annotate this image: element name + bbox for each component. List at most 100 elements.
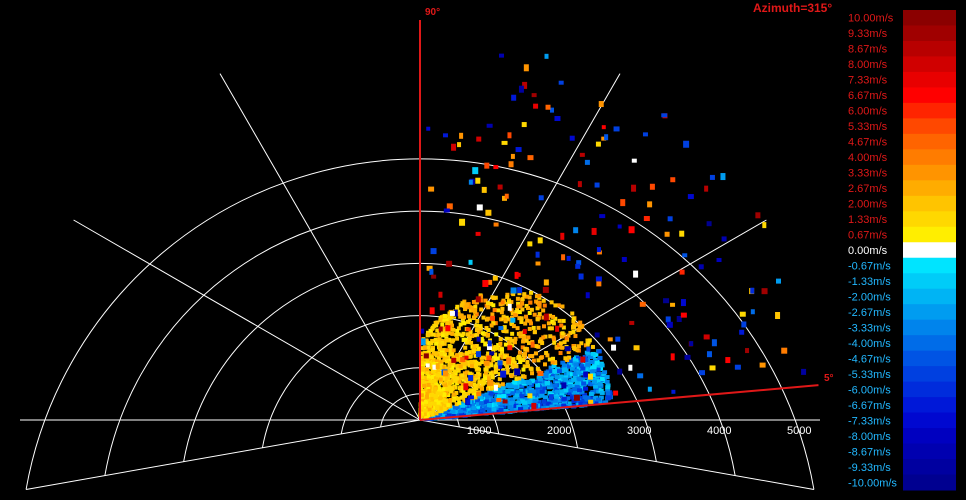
echo-cell [514, 368, 521, 376]
echo-cell [471, 406, 477, 411]
echo-cell [445, 359, 450, 364]
echo-cell [550, 107, 555, 113]
echo-cell [605, 391, 611, 396]
echo-cell [515, 390, 521, 395]
echo-cell [454, 307, 459, 312]
colorbar-label: -6.67m/s [848, 400, 891, 412]
echo-cell [679, 230, 685, 237]
colorbar-label: 4.67m/s [848, 137, 888, 149]
echo-cell [431, 351, 436, 356]
echo-cell [497, 184, 503, 190]
echo-cell [566, 371, 572, 376]
echo-cell [585, 341, 590, 346]
echo-cell [507, 345, 513, 351]
echo-cell [518, 407, 524, 412]
elevation-max-label: 90° [425, 7, 440, 18]
echo-cell [547, 357, 552, 362]
echo-cell [437, 409, 442, 414]
echo-cell [558, 341, 563, 346]
echo-cell [472, 378, 477, 383]
echo-cell [463, 361, 468, 366]
echo-cell [443, 370, 449, 377]
echo-cell [502, 325, 507, 330]
echo-cell [517, 316, 522, 321]
echo-cell [475, 177, 481, 184]
echo-cell [536, 358, 541, 363]
echo-cell [497, 389, 503, 394]
echo-cell [598, 388, 604, 393]
echo-cell [592, 358, 598, 363]
echo-cell [541, 335, 546, 340]
echo-cell [517, 287, 523, 294]
echo-cell [527, 295, 532, 300]
echo-cell [666, 321, 673, 328]
echo-cell [489, 323, 494, 328]
echo-cell [483, 406, 489, 411]
echo-cell [436, 368, 441, 373]
echo-cell [633, 345, 640, 351]
colorbar-label: 2.00m/s [848, 199, 888, 211]
colorbar-swatch [903, 304, 956, 321]
echo-cell [524, 338, 529, 343]
echo-cell [543, 362, 548, 367]
echo-cell [434, 411, 439, 416]
echo-cell [500, 300, 505, 305]
echo-cell [734, 364, 741, 370]
echo-cell [460, 385, 465, 390]
echo-cell [489, 301, 494, 306]
echo-cell [576, 366, 582, 371]
echo-cell [571, 390, 577, 395]
echo-cell [507, 299, 512, 304]
echo-cell [450, 323, 455, 328]
echo-cell [466, 332, 471, 337]
colorbar-swatch [903, 118, 956, 135]
echo-cell [496, 366, 501, 371]
echo-cell [628, 364, 633, 371]
echo-cell [483, 332, 488, 337]
echo-cell [439, 351, 444, 356]
echo-cell [472, 389, 477, 394]
echo-cell [554, 375, 560, 380]
echo-cell [548, 365, 554, 370]
echo-cell [526, 364, 531, 369]
echo-cell [709, 365, 716, 371]
echo-cell [512, 380, 518, 385]
echo-cell [485, 386, 490, 391]
echo-cell [663, 298, 670, 304]
echo-cell [519, 319, 524, 324]
echo-cell [593, 384, 599, 389]
echo-cell [475, 231, 481, 236]
colorbar-swatch [903, 242, 956, 259]
echo-cell [532, 398, 538, 403]
echo-cell [466, 319, 471, 324]
echo-cell [476, 371, 481, 376]
echo-cell [486, 376, 491, 381]
echo-cell [535, 389, 541, 394]
echo-cell [599, 390, 605, 395]
echo-cell [510, 322, 515, 327]
echo-cell [455, 376, 460, 381]
echo-cell [469, 382, 474, 387]
echo-cell [590, 373, 596, 378]
echo-cell [486, 351, 491, 356]
echo-cell [429, 410, 434, 415]
echo-cell [526, 335, 531, 340]
echo-cell [503, 408, 509, 413]
echo-cell [542, 286, 549, 293]
echo-cell [443, 398, 448, 403]
echo-cell [485, 209, 492, 216]
echo-cell [473, 363, 478, 368]
echo-cell [437, 332, 442, 337]
echo-cell [505, 388, 511, 393]
colorbar-swatch [903, 350, 956, 367]
echo-cell [633, 270, 639, 278]
echo-cell [571, 329, 576, 334]
echo-cell [522, 374, 527, 379]
echo-cell [424, 367, 429, 372]
echo-cell [423, 345, 428, 350]
echo-cell [561, 396, 567, 401]
echo-cell [508, 401, 514, 406]
echo-cell [425, 395, 430, 400]
echo-cell [438, 377, 443, 382]
colorbar-label: 6.67m/s [848, 90, 888, 102]
